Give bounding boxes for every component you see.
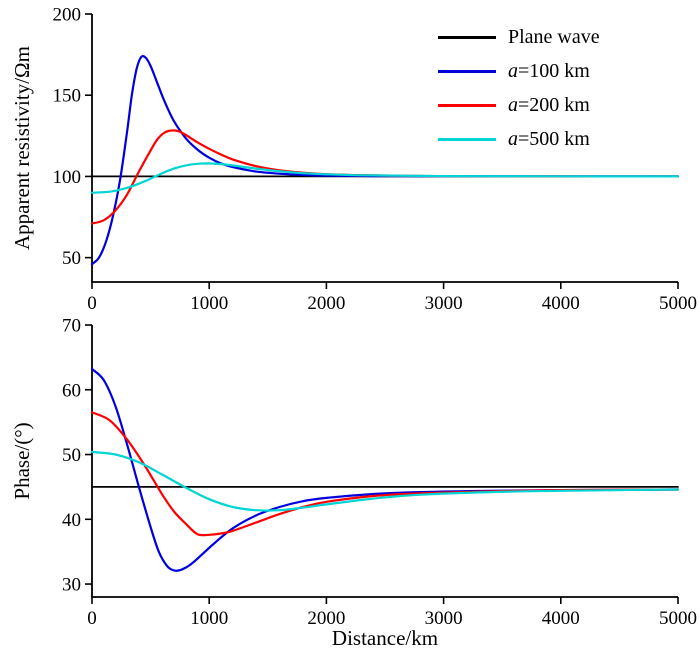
legend-label: Plane wave [508, 25, 600, 48]
series-a100-km [90, 367, 680, 572]
legend-item: a=500 km [438, 122, 600, 156]
y-tick-label: 50 [62, 248, 81, 269]
x-tick-label: 5000 [659, 608, 697, 629]
x-tick-label: 4000 [542, 608, 580, 629]
y-tick-label: 30 [62, 575, 81, 596]
legend-label: a=500 km [508, 127, 590, 150]
legend-line-swatch [438, 35, 496, 39]
x-tick-label: 0 [87, 608, 97, 629]
x-tick-label: 3000 [425, 293, 463, 314]
x-tick-label: 2000 [307, 608, 345, 629]
legend-item: a=200 km [438, 88, 600, 122]
y-tick-label: 50 [62, 445, 81, 466]
y-tick-label: 40 [62, 510, 81, 531]
series-a200-km [90, 411, 680, 537]
phase-axis-label: Phase/(°) [10, 422, 34, 500]
y-tick-label: 100 [53, 167, 82, 188]
y-tick-label: 60 [62, 380, 81, 401]
x-tick-label: 4000 [542, 293, 580, 314]
legend-item: Plane wave [438, 20, 600, 54]
distance-axis-label: Distance/km [331, 626, 439, 650]
legend-line-swatch [438, 69, 496, 73]
series-a500-km [90, 450, 680, 512]
x-tick-label: 1000 [190, 608, 228, 629]
series-a500-km [90, 162, 680, 194]
resistivity-axis-label: Apparent resistivity/Ωm [10, 46, 34, 250]
x-tick-label: 1000 [190, 293, 228, 314]
series-a100-km [90, 54, 680, 266]
legend-line-swatch [438, 137, 496, 141]
x-tick-label: 0 [87, 293, 97, 314]
y-tick-label: 200 [53, 5, 82, 26]
legend-label: a=100 km [508, 59, 590, 82]
legend-item: a=100 km [438, 54, 600, 88]
legend-line-swatch [438, 103, 496, 107]
x-tick-label: 2000 [307, 293, 345, 314]
y-tick-label: 150 [53, 86, 82, 107]
x-tick-label: 3000 [425, 608, 463, 629]
legend: Plane wave a=100 km a=200 km a=500 km [438, 20, 600, 156]
x-tick-label: 5000 [659, 293, 697, 314]
y-tick-label: 70 [62, 316, 81, 337]
legend-label: a=200 km [508, 93, 590, 116]
